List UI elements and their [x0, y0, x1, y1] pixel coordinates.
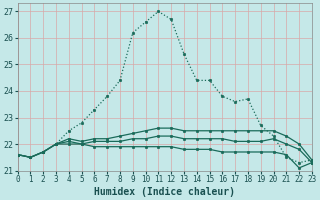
X-axis label: Humidex (Indice chaleur): Humidex (Indice chaleur) — [94, 186, 235, 197]
